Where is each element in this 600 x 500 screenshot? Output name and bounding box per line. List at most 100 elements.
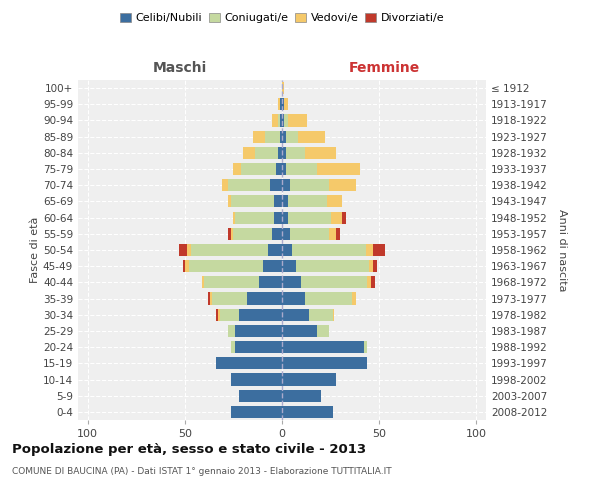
Bar (282, 292, 305, 304)
Bar (326, 196, 342, 207)
Text: Popolazione per età, sesso e stato civile - 2013: Popolazione per età, sesso e stato civil… (12, 442, 366, 456)
Bar (331, 212, 342, 224)
Bar (286, 163, 317, 175)
Bar (280, 114, 282, 126)
Bar (268, 244, 282, 256)
Y-axis label: Fasce di età: Fasce di età (30, 217, 40, 283)
Bar (204, 276, 259, 288)
Bar (239, 308, 282, 321)
Bar (233, 228, 272, 240)
Bar (232, 374, 282, 386)
Bar (371, 276, 375, 288)
Bar (282, 82, 284, 94)
Bar (239, 390, 282, 402)
Bar (233, 212, 235, 224)
Bar (364, 341, 367, 353)
Bar (272, 114, 278, 126)
Bar (292, 244, 365, 256)
Bar (288, 196, 326, 207)
Bar (282, 358, 367, 370)
Bar (278, 98, 280, 110)
Bar (232, 196, 274, 207)
Bar (282, 163, 286, 175)
Bar (187, 244, 191, 256)
Bar (274, 212, 282, 224)
Bar (247, 292, 282, 304)
Bar (280, 130, 282, 142)
Bar (227, 196, 232, 207)
Bar (282, 244, 292, 256)
Bar (282, 390, 321, 402)
Bar (210, 292, 212, 304)
Bar (282, 114, 284, 126)
Bar (301, 276, 367, 288)
Bar (290, 179, 329, 192)
Bar (263, 260, 282, 272)
Text: Femmine: Femmine (349, 61, 419, 75)
Bar (367, 276, 371, 288)
Bar (216, 308, 218, 321)
Bar (274, 196, 282, 207)
Bar (282, 228, 290, 240)
Bar (282, 276, 301, 288)
Bar (288, 212, 331, 224)
Bar (282, 308, 309, 321)
Bar (235, 341, 282, 353)
Bar (276, 163, 282, 175)
Bar (282, 98, 284, 110)
Bar (227, 179, 271, 192)
Bar (278, 147, 282, 159)
Bar (317, 325, 329, 337)
Bar (370, 260, 373, 272)
Bar (202, 276, 204, 288)
Bar (272, 228, 282, 240)
Bar (218, 308, 220, 321)
Bar (243, 147, 255, 159)
Bar (282, 196, 288, 207)
Text: Maschi: Maschi (153, 61, 207, 75)
Bar (227, 228, 232, 240)
Bar (235, 212, 274, 224)
Bar (282, 374, 337, 386)
Bar (212, 292, 247, 304)
Bar (286, 147, 305, 159)
Bar (329, 228, 337, 240)
Bar (253, 130, 265, 142)
Bar (282, 212, 288, 224)
Bar (305, 292, 352, 304)
Bar (282, 130, 286, 142)
Bar (232, 406, 282, 418)
Bar (235, 325, 282, 337)
Bar (282, 341, 364, 353)
Bar (288, 114, 307, 126)
Bar (309, 308, 332, 321)
Bar (208, 292, 210, 304)
Bar (227, 325, 235, 337)
Bar (282, 260, 296, 272)
Bar (191, 244, 268, 256)
Y-axis label: Anni di nascita: Anni di nascita (557, 208, 567, 291)
Bar (352, 292, 356, 304)
Bar (282, 325, 317, 337)
Bar (286, 130, 298, 142)
Legend: Celibi/Nubili, Coniugati/e, Vedovi/e, Divorziati/e: Celibi/Nubili, Coniugati/e, Vedovi/e, Di… (118, 10, 446, 26)
Bar (259, 276, 282, 288)
Bar (179, 244, 187, 256)
Bar (290, 228, 329, 240)
Bar (265, 130, 280, 142)
Bar (232, 341, 235, 353)
Bar (241, 163, 276, 175)
Bar (332, 308, 334, 321)
Bar (233, 163, 241, 175)
Bar (271, 179, 282, 192)
Bar (183, 260, 185, 272)
Bar (342, 212, 346, 224)
Bar (365, 244, 373, 256)
Bar (282, 406, 332, 418)
Bar (255, 147, 278, 159)
Bar (337, 228, 340, 240)
Bar (189, 260, 263, 272)
Bar (282, 179, 290, 192)
Bar (220, 308, 239, 321)
Bar (284, 114, 288, 126)
